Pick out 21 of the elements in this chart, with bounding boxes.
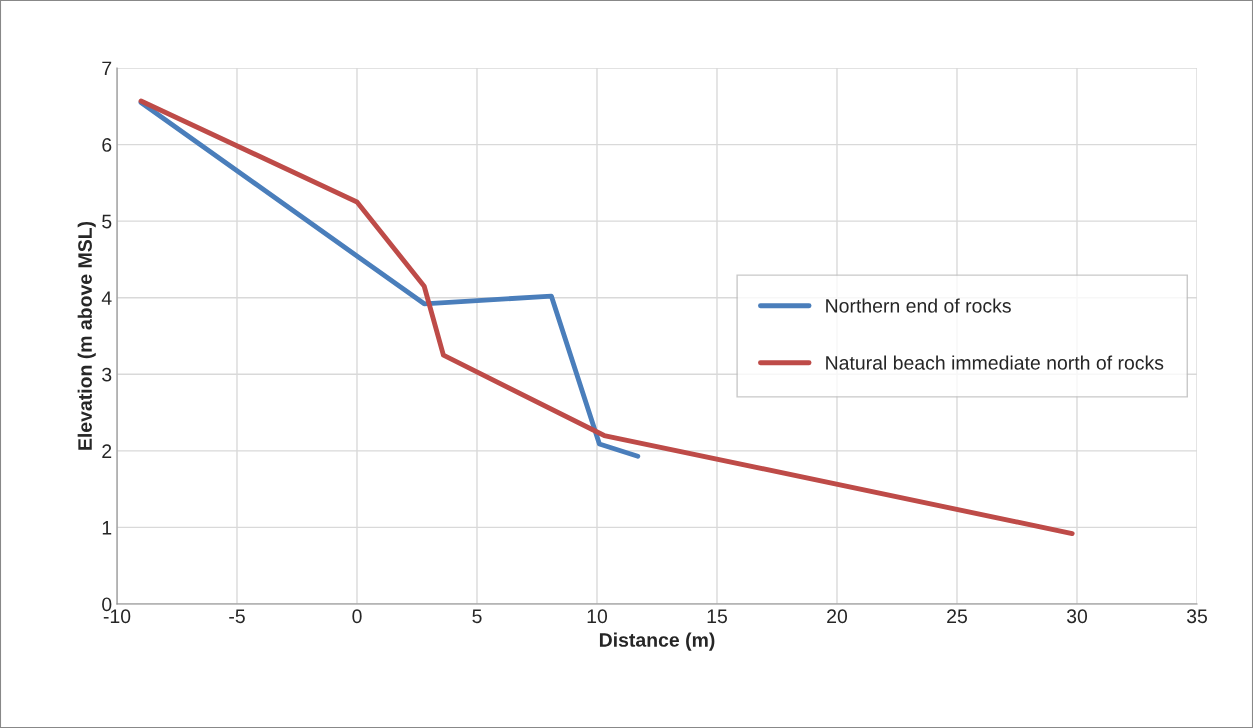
x-tick-label: 0	[352, 609, 362, 624]
x-tick-label: -5	[229, 609, 245, 624]
legend-label: Northern end of rocks	[826, 298, 1011, 313]
y-tick-label: 4	[101, 291, 112, 305]
x-tick-label: 10	[587, 609, 608, 624]
y-axis-title: Elevation (m above MSL)	[77, 221, 96, 450]
x-tick-label: 35	[1186, 609, 1207, 624]
y-tick-label: 5	[102, 214, 112, 229]
x-tick-label: 5	[472, 609, 482, 624]
x-tick-label: 30	[1066, 609, 1088, 624]
y-tick-label: 7	[102, 61, 112, 76]
line-series	[138, 100, 641, 459]
y-tick-label: 6	[102, 138, 112, 152]
x-tick-label: 25	[947, 609, 967, 624]
y-tick-label: 2	[102, 444, 112, 458]
x-tick-label: 15	[707, 609, 727, 624]
x-tick-label: 20	[827, 609, 848, 624]
y-tick-label: 1	[102, 521, 112, 535]
x-axis-title: Distance (m)	[599, 632, 715, 651]
y-tick-label: 3	[102, 367, 112, 382]
legend-label: Natural beach immediate north of rocks	[826, 355, 1164, 370]
